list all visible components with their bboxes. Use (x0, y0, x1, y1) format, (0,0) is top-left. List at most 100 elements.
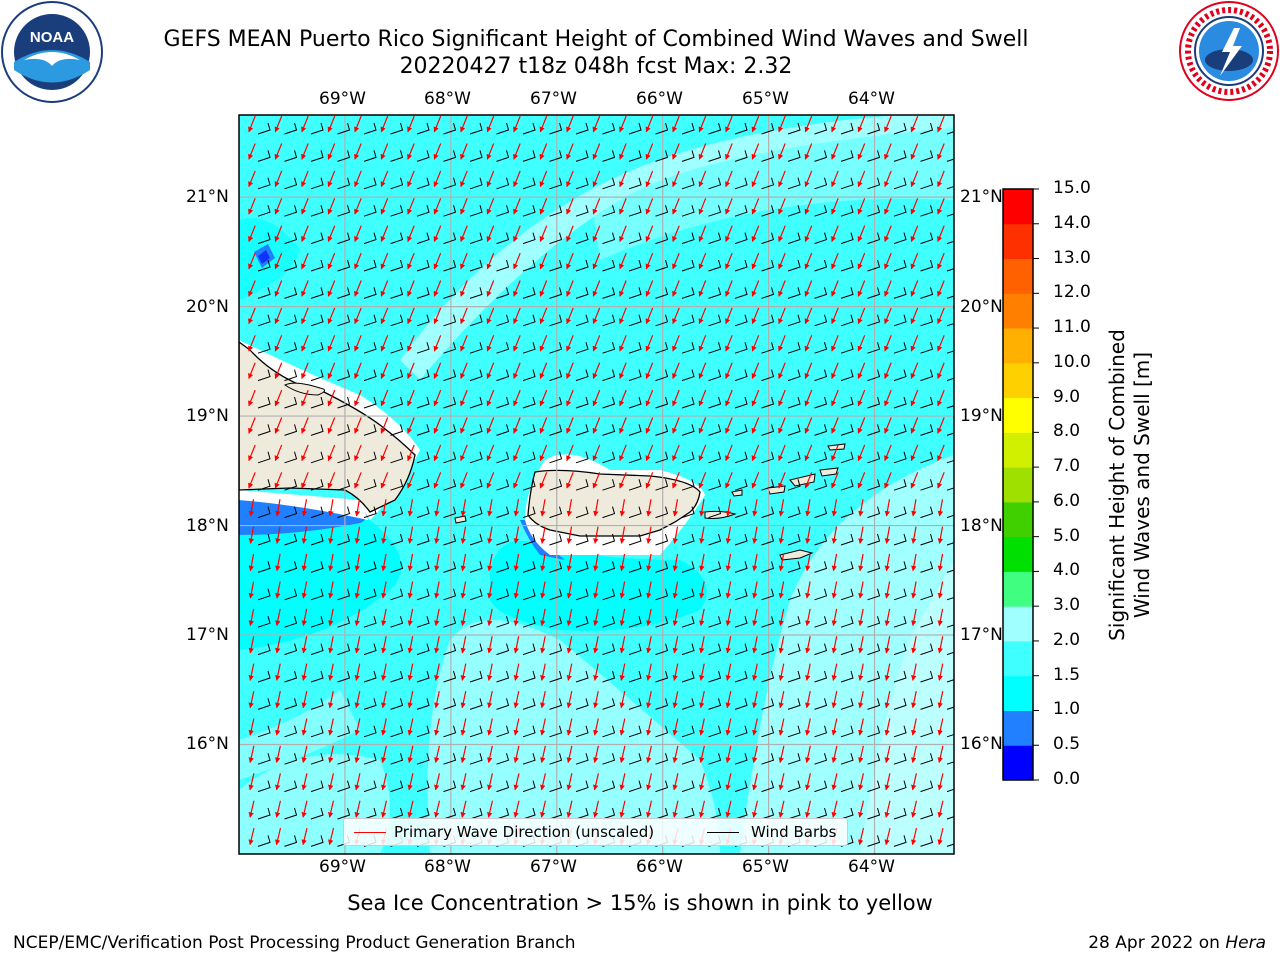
wave-arrow (248, 472, 256, 489)
wind-barb (443, 396, 457, 409)
wave-arrow (884, 417, 892, 434)
wind-barb (257, 561, 271, 573)
wave-arrow (619, 198, 627, 215)
wave-arrow (831, 581, 838, 599)
wind-barb (363, 753, 377, 765)
wave-arrow (672, 800, 679, 818)
wind-barb (787, 205, 801, 217)
graticule (239, 115, 954, 854)
wind-barb (815, 863, 827, 874)
wave-arrow (407, 143, 415, 160)
wave-arrow (407, 335, 415, 352)
wind-barb (655, 396, 669, 409)
wind-barb (734, 424, 748, 436)
wave-arrow (619, 335, 627, 352)
wind-barb (469, 533, 483, 546)
wind-barb (867, 232, 881, 245)
lat-label-left-20n: 20°N (186, 297, 229, 317)
wind-barb (284, 451, 298, 464)
wind-barb (655, 369, 669, 382)
wind-barb (655, 177, 669, 190)
wave-arrow (937, 170, 945, 188)
wind-barb (363, 396, 377, 409)
wave-arrow (831, 663, 838, 681)
wind-barb (522, 177, 536, 190)
wave-arrow (301, 389, 309, 407)
wind-barb (549, 232, 563, 245)
wave-arrow (539, 417, 548, 434)
wave-arrow (910, 444, 919, 462)
wave-arrow (884, 335, 892, 352)
wave-arrow (725, 170, 733, 188)
wave-arrow (831, 690, 838, 709)
wave-arrow (831, 553, 838, 572)
wind-barb (257, 259, 271, 272)
wind-barb (549, 533, 563, 546)
wind-barb (310, 835, 324, 847)
wind-barb (628, 643, 642, 656)
wind-barb (469, 725, 483, 738)
wave-arrow (831, 472, 839, 489)
wind-barb (920, 835, 934, 847)
wave-arrow (592, 143, 601, 160)
wave-arrow (858, 636, 864, 654)
wave-arrow (539, 472, 548, 489)
wind-barb (496, 561, 510, 573)
wave-arrow (460, 307, 468, 325)
wind-barb (920, 753, 934, 765)
wave-arrow (354, 663, 361, 681)
wind-barb (602, 670, 616, 683)
wind-barb (708, 561, 722, 573)
wave-arrow (911, 773, 917, 791)
wave-arrow (672, 417, 680, 434)
wind-barb (920, 396, 934, 409)
wind-barb (946, 295, 954, 299)
wind-barb (787, 807, 801, 820)
wind-barb (893, 835, 907, 847)
wave-arrow (301, 663, 308, 681)
wind-barb (310, 698, 324, 710)
wave-arrow (248, 335, 256, 352)
wave-arrow (434, 718, 440, 736)
wave-arrow (301, 472, 309, 489)
wind-barb (310, 122, 324, 135)
wind-barb (814, 451, 828, 464)
wave-arrow (752, 773, 758, 791)
wave-arrow (778, 335, 786, 352)
wind-barb (893, 780, 907, 793)
wind-barb (840, 232, 854, 245)
wind-barb (363, 424, 377, 436)
wind-barb (920, 232, 934, 245)
wave-arrow (248, 198, 256, 215)
wave-arrow (328, 636, 334, 654)
wind-barb (469, 177, 483, 190)
wave-arrow (619, 362, 627, 379)
wind-barb (814, 479, 828, 491)
wind-barb (469, 232, 483, 245)
wind-barb (787, 342, 801, 354)
wave-arrow (937, 143, 945, 160)
wind-barb (549, 643, 563, 656)
wave-arrow (911, 636, 917, 654)
wind-barb (284, 698, 298, 710)
wind-barb (310, 670, 324, 683)
wave-arrow (248, 773, 255, 791)
wave-arrow (487, 581, 493, 599)
wind-barb (814, 561, 828, 573)
wave-arrow (645, 280, 654, 297)
wind-barb (787, 616, 801, 628)
wave-arrow (619, 690, 626, 709)
wind-barb (602, 314, 616, 327)
wind-barb (284, 479, 298, 491)
wave-arrow (274, 307, 283, 325)
wave-arrow (646, 690, 652, 709)
wave-arrow (248, 636, 255, 654)
wave-arrow (433, 280, 442, 297)
wave-arrow (248, 718, 255, 736)
wind-barb (628, 533, 642, 546)
wave-arrow (698, 198, 707, 215)
wind-barb (443, 698, 457, 710)
colorbar-tick-label: 14.0 (1053, 212, 1091, 233)
wave-arrow (539, 115, 548, 133)
wave-arrow (301, 581, 308, 599)
